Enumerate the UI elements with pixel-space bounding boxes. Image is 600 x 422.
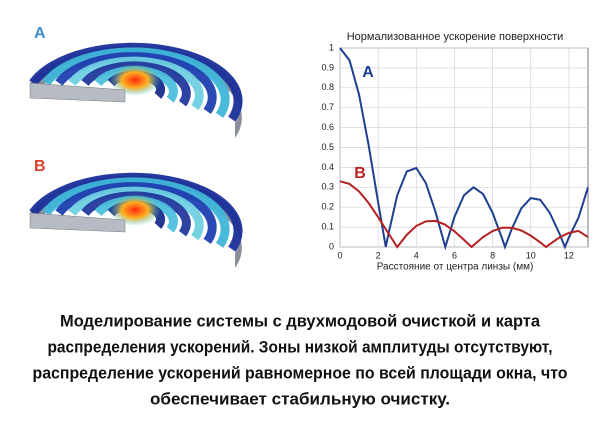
y-tick-label: 0 [329,241,334,251]
render-ring [55,52,217,115]
caption-line: обеспечивает стабильную очистку. [150,389,450,408]
y-tick-label: 0.8 [321,82,334,92]
x-tick-label: 0 [337,250,342,260]
render-ring [68,56,204,111]
simulation-renders [29,42,243,268]
render-ring [29,172,243,252]
caption-line: распределение ускорений равномерное по в… [33,363,568,382]
x-tick-label: 8 [490,250,495,260]
x-tick-label: 10 [526,250,536,260]
render-ring [81,191,191,237]
y-tick-label: 0.6 [321,122,334,132]
x-tick-label: 2 [376,250,381,260]
x-tick-label: 12 [564,250,574,260]
render-hotspot [109,64,161,96]
caption-line: распределения ускорений. Зоны низкой амп… [48,337,553,356]
render-ring [68,186,204,241]
caption: Моделирование системы с двухмодовой очис… [33,311,568,408]
y-tick-label: 0.7 [321,102,334,112]
render-ring [29,42,243,122]
render-ring [81,61,191,107]
series-line [339,180,589,249]
x-tick-label: 6 [452,250,457,260]
panel-label: B [34,158,46,175]
render-ring [42,47,230,118]
caption-line: Моделирование системы с двухмодовой очис… [60,311,541,330]
render-cut [29,82,126,103]
chart-title: Нормализованное ускорение поверхности [347,31,564,43]
x-tick-label: 4 [414,250,419,260]
y-tick-label: 0.2 [321,202,334,212]
series-label: B [354,165,366,182]
series-line [339,47,589,251]
render-ring [42,177,230,248]
series-label: A [362,64,374,81]
render-cut [29,212,126,233]
render-hotspot [109,194,161,226]
y-tick-label: 0.3 [321,182,334,192]
render-ring [55,182,217,245]
panel-label: A [34,25,46,42]
y-tick-label: 0.5 [321,142,334,152]
y-tick-label: 0.1 [321,221,334,231]
y-tick-label: 0.9 [321,62,334,72]
y-tick-label: 1 [329,42,334,52]
x-axis-label: Расстояние от центра линзы (мм) [377,262,534,273]
y-tick-label: 0.4 [321,162,334,172]
